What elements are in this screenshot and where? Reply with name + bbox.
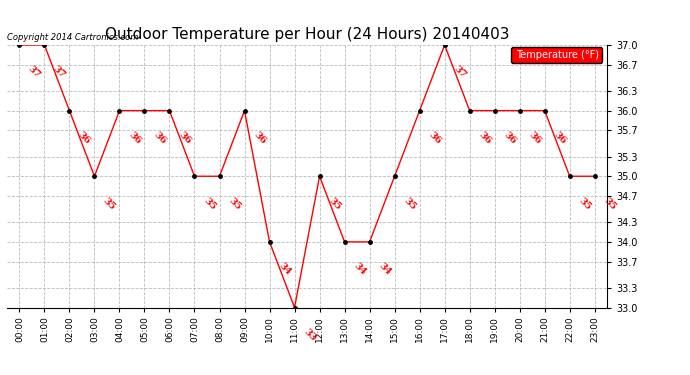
Legend: Temperature (°F): Temperature (°F) <box>511 47 602 63</box>
Text: 34: 34 <box>351 261 367 277</box>
Text: 34: 34 <box>277 261 293 277</box>
Text: 34: 34 <box>377 261 393 277</box>
Text: 35: 35 <box>326 196 342 211</box>
Text: 37: 37 <box>26 64 42 80</box>
Text: 35: 35 <box>101 196 117 211</box>
Text: 36: 36 <box>426 130 442 146</box>
Text: 35: 35 <box>226 196 242 211</box>
Text: 35: 35 <box>402 196 417 211</box>
Text: 36: 36 <box>526 130 542 146</box>
Text: 35: 35 <box>602 196 618 211</box>
Text: Copyright 2014 Cartronics.com: Copyright 2014 Cartronics.com <box>7 33 138 42</box>
Text: 36: 36 <box>177 130 193 146</box>
Text: 36: 36 <box>477 130 493 146</box>
Text: 37: 37 <box>51 64 67 80</box>
Text: 35: 35 <box>201 196 217 211</box>
Text: 36: 36 <box>551 130 567 146</box>
Text: 36: 36 <box>77 130 92 146</box>
Text: 36: 36 <box>151 130 167 146</box>
Text: 35: 35 <box>577 196 593 211</box>
Title: Outdoor Temperature per Hour (24 Hours) 20140403: Outdoor Temperature per Hour (24 Hours) … <box>105 27 509 42</box>
Text: 37: 37 <box>451 64 467 80</box>
Text: 33: 33 <box>302 327 317 343</box>
Text: 36: 36 <box>126 130 142 146</box>
Text: 36: 36 <box>502 130 518 146</box>
Text: 36: 36 <box>251 130 267 146</box>
